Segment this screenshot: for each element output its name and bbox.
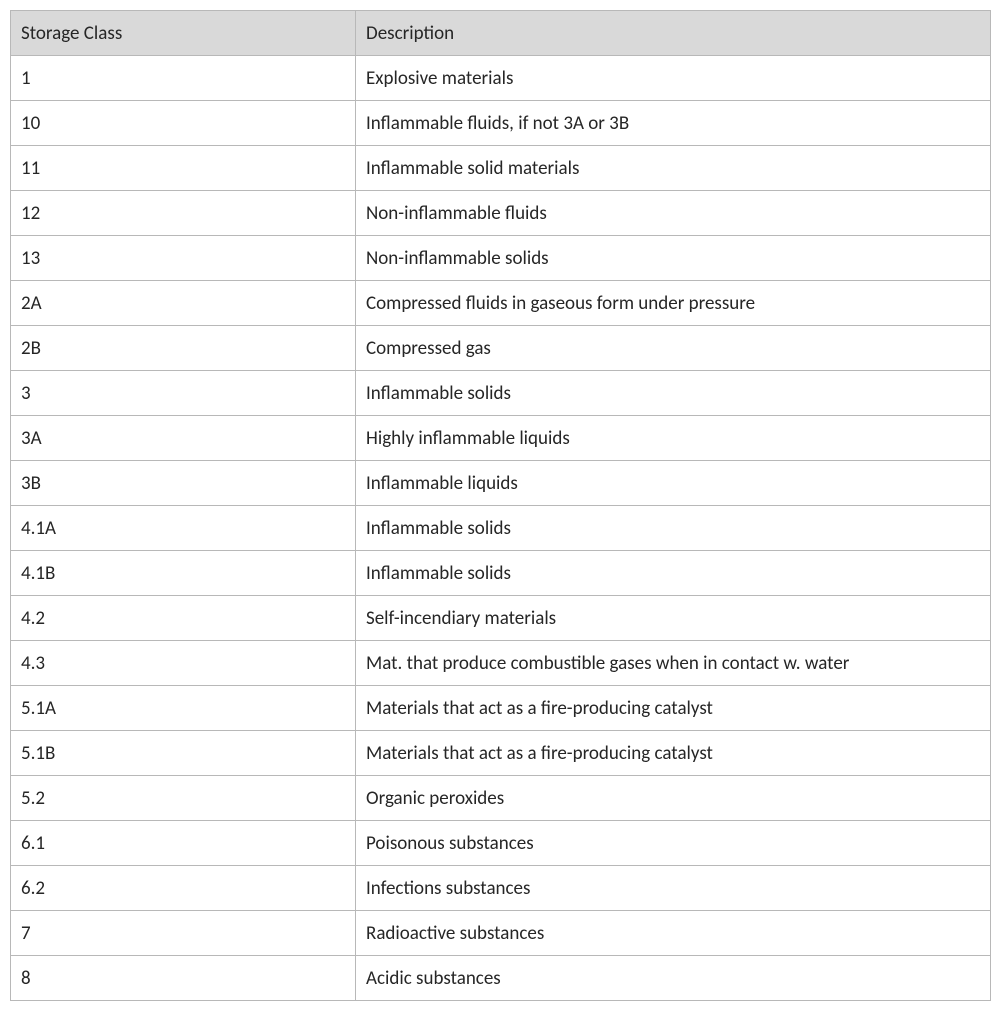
cell-class: 8 — [11, 956, 356, 1001]
table-row: 6.1Poisonous substances — [11, 821, 991, 866]
cell-desc: Inflammable solids — [356, 506, 991, 551]
cell-class: 3A — [11, 416, 356, 461]
table-row: 12Non-inflammable fluids — [11, 191, 991, 236]
table-row: 4.3Mat. that produce combustible gases w… — [11, 641, 991, 686]
cell-desc: Acidic substances — [356, 956, 991, 1001]
cell-class: 12 — [11, 191, 356, 236]
table-row: 7Radioactive substances — [11, 911, 991, 956]
table-row: 5.2Organic peroxides — [11, 776, 991, 821]
cell-class: 11 — [11, 146, 356, 191]
table-row: 4.1BInflammable solids — [11, 551, 991, 596]
table-row: 2BCompressed gas — [11, 326, 991, 371]
cell-class: 6.1 — [11, 821, 356, 866]
cell-desc: Radioactive substances — [356, 911, 991, 956]
cell-desc: Non-inflammable fluids — [356, 191, 991, 236]
table-row: 3BInflammable liquids — [11, 461, 991, 506]
table-row: 5.1BMaterials that act as a fire-produci… — [11, 731, 991, 776]
cell-class: 4.3 — [11, 641, 356, 686]
cell-class: 4.1B — [11, 551, 356, 596]
cell-class: 10 — [11, 101, 356, 146]
table-row: 4.2Self-incendiary materials — [11, 596, 991, 641]
cell-desc: Organic peroxides — [356, 776, 991, 821]
table-row: 6.2Infections substances — [11, 866, 991, 911]
cell-class: 2A — [11, 281, 356, 326]
table-row: 3Inflammable solids — [11, 371, 991, 416]
cell-class: 13 — [11, 236, 356, 281]
cell-desc: Explosive materials — [356, 56, 991, 101]
cell-class: 5.1A — [11, 686, 356, 731]
cell-class: 3 — [11, 371, 356, 416]
table-body: 1Explosive materials 10Inflammable fluid… — [11, 56, 991, 1001]
cell-desc: Self-incendiary materials — [356, 596, 991, 641]
storage-class-table: Storage Class Description 1Explosive mat… — [10, 10, 991, 1001]
table-row: 1Explosive materials — [11, 56, 991, 101]
table-row: 10Inflammable fluids, if not 3A or 3B — [11, 101, 991, 146]
cell-desc: Highly inflammable liquids — [356, 416, 991, 461]
col-header-description: Description — [356, 11, 991, 56]
cell-desc: Poisonous substances — [356, 821, 991, 866]
cell-class: 4.1A — [11, 506, 356, 551]
cell-class: 1 — [11, 56, 356, 101]
table-row: 13Non-inflammable solids — [11, 236, 991, 281]
cell-desc: Inflammable fluids, if not 3A or 3B — [356, 101, 991, 146]
table-row: 4.1AInflammable solids — [11, 506, 991, 551]
table-row: 3AHighly inflammable liquids — [11, 416, 991, 461]
cell-class: 5.2 — [11, 776, 356, 821]
cell-class: 2B — [11, 326, 356, 371]
cell-class: 3B — [11, 461, 356, 506]
col-header-storage-class: Storage Class — [11, 11, 356, 56]
cell-desc: Inflammable solids — [356, 371, 991, 416]
cell-desc: Infections substances — [356, 866, 991, 911]
cell-desc: Inflammable solid materials — [356, 146, 991, 191]
cell-desc: Materials that act as a fire-producing c… — [356, 731, 991, 776]
table-row: 5.1AMaterials that act as a fire-produci… — [11, 686, 991, 731]
cell-desc: Materials that act as a fire-producing c… — [356, 686, 991, 731]
cell-desc: Compressed gas — [356, 326, 991, 371]
cell-desc: Non-inflammable solids — [356, 236, 991, 281]
cell-desc: Mat. that produce combustible gases when… — [356, 641, 991, 686]
cell-desc: Inflammable liquids — [356, 461, 991, 506]
table-row: 11Inflammable solid materials — [11, 146, 991, 191]
cell-class: 4.2 — [11, 596, 356, 641]
cell-desc: Inflammable solids — [356, 551, 991, 596]
table-row: 2ACompressed fluids in gaseous form unde… — [11, 281, 991, 326]
table-row: 8Acidic substances — [11, 956, 991, 1001]
cell-class: 6.2 — [11, 866, 356, 911]
cell-class: 7 — [11, 911, 356, 956]
cell-desc: Compressed fluids in gaseous form under … — [356, 281, 991, 326]
table-header-row: Storage Class Description — [11, 11, 991, 56]
cell-class: 5.1B — [11, 731, 356, 776]
